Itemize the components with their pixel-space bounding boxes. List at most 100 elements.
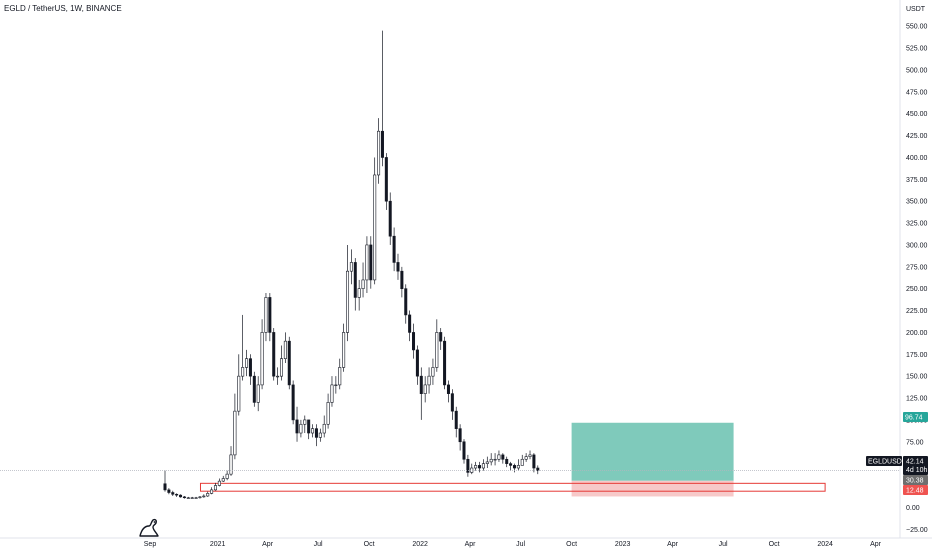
price-tick-label: 425.00 <box>906 133 928 140</box>
candle-body <box>221 478 225 482</box>
price-tick-label: 300.00 <box>906 242 928 249</box>
price-tick-label: 250.00 <box>906 286 928 293</box>
price-labels: 96.74 EGLDUSDT 42.14 4d 10h 30.38 12.48 <box>866 412 928 495</box>
candle-body <box>408 314 412 333</box>
time-tick-label: Apr <box>870 541 882 548</box>
candle-body <box>532 454 536 469</box>
time-tick-label: 2022 <box>412 541 428 548</box>
candle-body <box>524 456 528 460</box>
candle-body <box>182 496 186 499</box>
candle-body <box>318 432 322 438</box>
candle-body <box>346 270 350 333</box>
candle-body <box>299 423 303 434</box>
candlesticks[interactable] <box>163 30 540 499</box>
entry-price-label: 30.38 <box>906 478 924 485</box>
candle-body <box>466 458 470 473</box>
candle-body <box>404 288 408 316</box>
candle-body <box>186 497 190 499</box>
candle-body <box>450 393 454 412</box>
stop-price-tag <box>903 485 928 495</box>
candle-body <box>163 483 167 491</box>
candle-body <box>353 262 357 298</box>
price-tick-label: 225.00 <box>906 308 928 315</box>
candle-body <box>167 489 171 493</box>
candle-body <box>485 461 489 464</box>
candle-body <box>419 375 423 394</box>
last-price-label: 42.14 <box>906 459 924 466</box>
candle-body <box>334 384 338 387</box>
candle-body <box>516 465 520 469</box>
candle-body <box>217 480 221 486</box>
candle-body <box>295 419 299 434</box>
price-tick-label: 475.00 <box>906 89 928 96</box>
candle-body <box>509 463 513 466</box>
candle-body <box>322 423 326 434</box>
time-tick-label: 2024 <box>817 541 833 548</box>
time-tick-label: Jul <box>719 541 728 548</box>
profit-zone <box>571 422 734 481</box>
candle-body <box>210 489 214 494</box>
candle-body <box>520 458 524 466</box>
time-tick-label: Apr <box>465 541 477 548</box>
candle-body <box>233 410 237 456</box>
candle-body <box>283 340 287 359</box>
candle-body <box>505 458 509 464</box>
candle-body <box>396 262 400 272</box>
candle-body <box>237 375 241 412</box>
target-price-label: 96.74 <box>905 415 923 422</box>
entry-price-tag <box>903 475 928 485</box>
price-tick-label: −25.00 <box>906 527 928 534</box>
symbol-tag <box>866 456 902 466</box>
candle-body <box>384 157 388 202</box>
candle-body <box>377 130 381 176</box>
candle-body <box>171 492 175 495</box>
candle-body <box>326 402 330 425</box>
candle-body <box>427 375 431 386</box>
target-price-tag <box>903 412 928 422</box>
candle-body <box>248 358 252 377</box>
stop-price-label: 12.48 <box>906 488 924 495</box>
price-tick-label: 125.00 <box>906 396 928 403</box>
candle-body <box>202 495 206 498</box>
candle-body <box>179 494 183 498</box>
time-tick-label: Oct <box>769 541 780 548</box>
candle-body <box>380 130 384 158</box>
position-tool[interactable] <box>199 422 826 497</box>
price-tick-label: 375.00 <box>906 177 928 184</box>
candle-body <box>365 244 369 281</box>
candle-body <box>338 367 342 386</box>
candle-body <box>206 493 210 497</box>
candle-body <box>423 384 427 394</box>
candle-body <box>268 297 272 333</box>
price-tick-label: 325.00 <box>906 221 928 228</box>
time-tick-label: Apr <box>262 541 274 548</box>
price-tick-label: 500.00 <box>906 67 928 74</box>
price-tick-label: 450.00 <box>906 111 928 118</box>
candle-body <box>458 428 462 443</box>
candle-body <box>264 297 268 333</box>
candle-body <box>194 497 198 499</box>
time-axis[interactable]: Sep 2021 Apr Jul Oct 2022 Apr Jul Oct 2023 Apr Jul O… <box>0 537 932 548</box>
price-tick-label: 550.00 <box>906 24 928 31</box>
candle-body <box>245 358 249 368</box>
price-tick-label: 275.00 <box>906 264 928 271</box>
candle-body <box>536 467 540 471</box>
price-tick-label: 400.00 <box>906 155 928 162</box>
candle-body <box>462 441 466 460</box>
last-price-tag <box>903 456 928 475</box>
candle-body <box>198 496 202 499</box>
time-tick-label: Jul <box>516 541 525 548</box>
candle-body <box>349 262 353 272</box>
candle-body <box>175 493 179 496</box>
tradingview-logo-icon[interactable] <box>136 514 162 540</box>
candle-body <box>474 465 478 469</box>
candle-body <box>241 367 245 377</box>
time-tick-label: Oct <box>566 541 577 548</box>
candle-body <box>415 349 419 377</box>
price-tick-label: 75.00 <box>906 439 924 446</box>
candle-body <box>443 340 447 386</box>
candle-body <box>213 485 217 491</box>
symbol-label: EGLDUSDT <box>868 459 907 466</box>
candle-body <box>361 279 365 289</box>
